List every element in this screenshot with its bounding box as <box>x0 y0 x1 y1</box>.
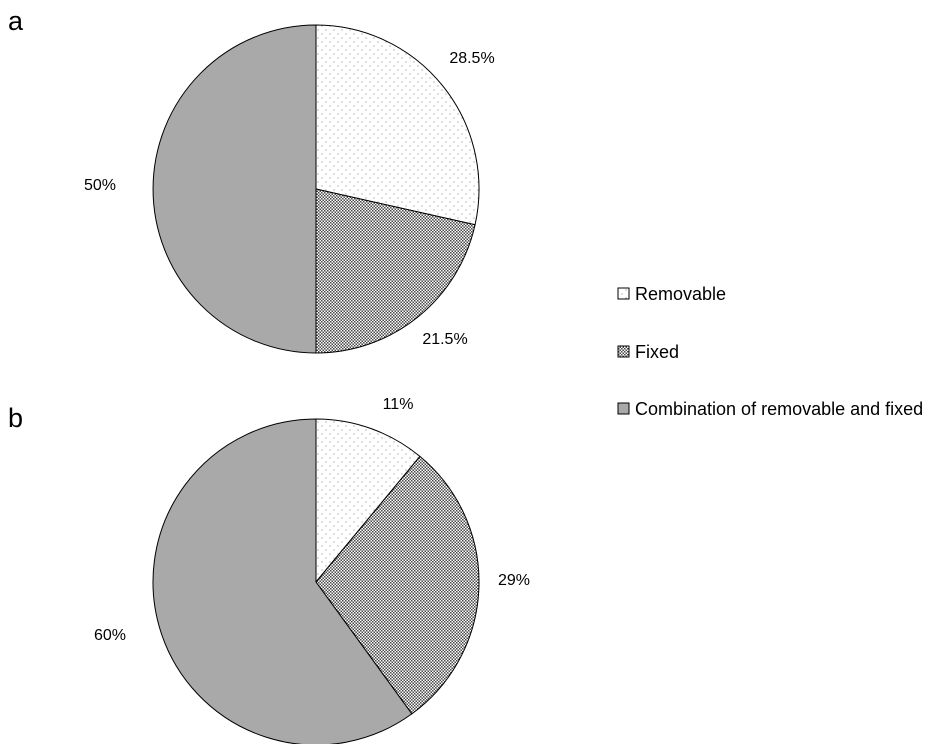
legend-label-fixed: Fixed <box>635 342 679 362</box>
pie-b-slice-combination <box>152 418 413 744</box>
legend-swatch-removable <box>617 287 630 300</box>
pie-chart-b: 11% 29% 60% <box>94 396 530 744</box>
legend-label-combination: Combination of removable and fixed <box>635 399 923 419</box>
pie-b-label-removable: 11% <box>383 396 414 413</box>
pie-b-label-combination: 60% <box>94 627 126 644</box>
legend-item-removable: Removable <box>617 284 726 304</box>
legend-item-fixed: Fixed <box>617 342 679 362</box>
panel-letter-b: b <box>8 403 23 433</box>
pie-a-label-combination: 50% <box>84 177 116 194</box>
legend: Removable Fixed Combination of removable… <box>617 284 923 419</box>
pie-b-slice-fixed <box>315 455 480 715</box>
pie-a-label-removable: 28.5% <box>449 50 494 67</box>
panel-letter-a: a <box>8 6 24 36</box>
legend-swatch-fixed <box>617 345 630 358</box>
legend-label-removable: Removable <box>635 284 726 304</box>
pie-chart-a: 28.5% 21.5% 50% <box>84 24 495 354</box>
legend-item-combination: Combination of removable and fixed <box>617 399 923 419</box>
pie-a-label-fixed: 21.5% <box>422 331 467 348</box>
pie-a-slice-removable <box>315 24 480 226</box>
pie-a-slice-fixed <box>315 188 476 354</box>
pie-b-slice-removable <box>315 418 421 584</box>
pie-b-label-fixed: 29% <box>498 572 530 589</box>
pie-a-slice-combination <box>152 24 317 354</box>
legend-swatch-combination <box>617 402 630 415</box>
